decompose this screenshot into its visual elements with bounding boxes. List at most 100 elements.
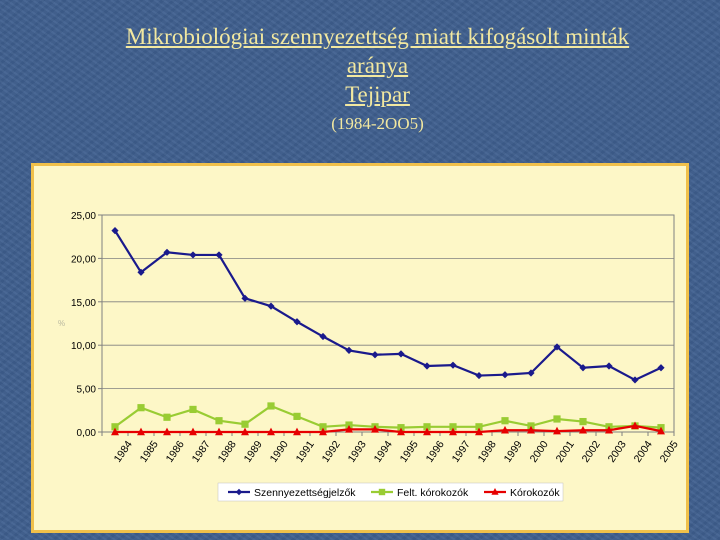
x-tick-label: 1995: [398, 439, 421, 465]
series-1: [111, 227, 665, 384]
x-tick-label: 2003: [606, 439, 629, 465]
data-point-diamond: [579, 364, 587, 372]
y-tick-label: 25,00: [71, 211, 96, 222]
data-point-diamond: [527, 369, 535, 377]
data-point-diamond: [189, 251, 197, 259]
data-point-diamond: [397, 350, 405, 358]
data-point-triangle: [319, 427, 327, 436]
y-axis-label: %: [58, 319, 65, 328]
series-2: [111, 402, 665, 432]
data-point-diamond: [235, 488, 243, 496]
plot-area-border: [101, 214, 675, 433]
legend-item: Szennyezettségjelzők: [228, 487, 356, 499]
slide-title: Mikrobiológiai szennyezettség miatt kifo…: [60, 22, 695, 136]
data-point-triangle: [605, 425, 613, 434]
series-line: [114, 230, 662, 382]
data-point-triangle: [345, 424, 353, 433]
series-3: [111, 421, 665, 436]
legend-item: Kórokozók: [484, 487, 560, 499]
legend-label: Felt. kórokozók: [397, 487, 469, 499]
data-point-triangle: [241, 427, 249, 436]
data-point-triangle: [631, 421, 639, 430]
chart-frame: 25,00 20,00 15,00 10,00 5,00 0,00 % 1984 1985 1…: [31, 163, 689, 533]
data-point-triangle: [579, 425, 587, 434]
y-tick-label: 20,00: [71, 254, 96, 265]
data-point-square: [449, 423, 457, 431]
x-tick-label: 1993: [346, 439, 369, 465]
data-point-diamond: [241, 294, 249, 302]
x-tick-label: 2002: [580, 439, 603, 465]
x-tick-label: 1986: [164, 439, 187, 465]
legend-item: Felt. kórokozók: [371, 487, 469, 499]
data-point-diamond: [501, 371, 509, 379]
data-point-square: [137, 404, 145, 412]
x-tick-label: 2004: [632, 439, 655, 465]
y-tick-label: 15,00: [71, 298, 96, 309]
data-point-square: [378, 488, 386, 496]
data-point-triangle: [527, 425, 535, 434]
data-point-square: [475, 423, 483, 431]
data-point-square: [189, 405, 197, 414]
data-point-triangle: [491, 488, 499, 495]
data-point-diamond: [111, 227, 119, 235]
x-tick-label: 1988: [216, 439, 239, 465]
data-point-square: [163, 413, 171, 421]
data-point-square: [319, 423, 327, 431]
data-point-triangle: [371, 424, 379, 433]
title-line-3: Tejipar: [345, 82, 410, 107]
data-point-diamond: [449, 361, 457, 369]
y-axis-ticks: 25,00 20,00 15,00 10,00 5,00 0,00: [71, 211, 102, 439]
x-tick-label: 1999: [502, 439, 525, 465]
data-point-square: [215, 417, 223, 425]
data-point-triangle: [501, 425, 509, 434]
x-tick-label: 2001: [554, 439, 577, 465]
grid-lines: [102, 214, 674, 433]
x-tick-label: 1998: [476, 439, 499, 465]
data-point-triangle: [475, 427, 483, 436]
title-line-1: Mikrobiológiai szennyezettség miatt kifo…: [125, 24, 630, 49]
legend-label: Szennyezettségjelzők: [254, 487, 356, 499]
data-point-triangle: [657, 426, 665, 435]
x-axis-ticks: 1984 1985 1986 1987 1988 1989 1990 1991 1992 1993…: [101, 432, 681, 465]
data-point-square: [553, 415, 561, 423]
line-chart: 25,00 20,00 15,00 10,00 5,00 0,00 % 1984 1985 1…: [58, 211, 681, 502]
data-point-diamond: [423, 362, 431, 370]
x-tick-label: 1987: [190, 439, 213, 465]
data-point-diamond: [371, 351, 379, 359]
data-point-triangle: [111, 427, 119, 436]
x-tick-label: 1996: [424, 439, 447, 465]
data-point-triangle: [267, 427, 275, 436]
title-line-2: aránya: [346, 53, 409, 78]
x-tick-label: 1989: [242, 439, 265, 465]
title-years: (1984-2OO5): [331, 114, 424, 133]
data-point-triangle: [397, 427, 405, 436]
x-tick-label: 1992: [320, 439, 343, 465]
x-tick-label: 2005: [658, 439, 681, 465]
data-point-square: [423, 423, 431, 431]
data-point-triangle: [293, 427, 301, 436]
x-tick-label: 1991: [294, 439, 317, 465]
x-tick-label: 1990: [268, 439, 291, 465]
data-point-diamond: [163, 248, 171, 256]
series-line: [115, 424, 662, 434]
data-point-square: [501, 417, 509, 425]
legend: Szennyezettségjelzők Felt. kórokozók Kórok…: [228, 487, 560, 499]
y-tick-label: 10,00: [71, 341, 96, 352]
y-tick-label: 5,00: [77, 385, 97, 396]
data-point-diamond: [475, 371, 483, 380]
y-tick-label: 0,00: [77, 428, 97, 439]
data-point-square: [579, 417, 587, 426]
data-point-diamond: [215, 251, 223, 259]
data-point-square: [293, 412, 301, 420]
data-point-square: [267, 402, 275, 410]
series-line: [114, 404, 662, 429]
data-point-triangle: [449, 427, 457, 436]
x-tick-label: 2000: [528, 439, 551, 465]
x-tick-label: 1985: [138, 439, 161, 465]
data-point-triangle: [215, 427, 223, 436]
data-point-square: [241, 420, 249, 428]
legend-label: Kórokozók: [510, 487, 560, 499]
data-point-square: [111, 423, 119, 431]
data-point-triangle: [163, 427, 171, 436]
data-point-triangle: [189, 427, 197, 436]
